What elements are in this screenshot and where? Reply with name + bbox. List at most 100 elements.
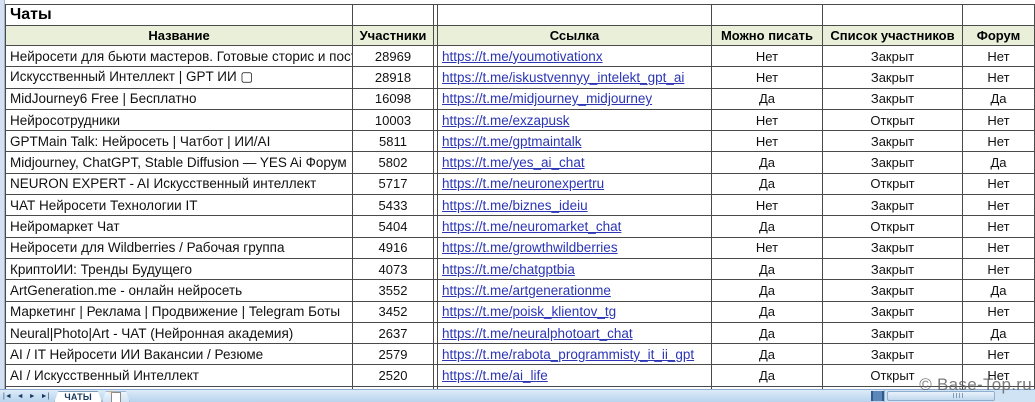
members-count-cell[interactable]: 5404: [352, 215, 434, 238]
chat-link[interactable]: https://t.me/ai_life: [442, 368, 548, 384]
member-list-cell[interactable]: Закрыт: [822, 236, 963, 259]
chat-name-cell[interactable]: Neural|Photo|Art - ЧАТ (Нейронная академ…: [5, 321, 353, 345]
member-list-cell[interactable]: Закрыт: [822, 130, 963, 153]
can-write-cell[interactable]: Да: [711, 364, 823, 387]
chat-link[interactable]: https://t.me/artgenerationme: [442, 282, 611, 298]
members-count-cell[interactable]: 4916: [352, 236, 434, 259]
member-list-cell[interactable]: Закрыт: [822, 151, 963, 174]
forum-cell[interactable]: Нет: [962, 172, 1035, 196]
chat-name-cell[interactable]: MidJourney6 Free | Бесплатно: [5, 87, 353, 110]
last-sheet-icon[interactable]: ►|: [40, 392, 50, 400]
chat-link[interactable]: https://t.me/neuronexpertru: [442, 176, 605, 192]
forum-cell[interactable]: Нет: [962, 66, 1035, 89]
members-count-cell[interactable]: 16098: [352, 87, 434, 110]
forum-cell[interactable]: Да: [962, 151, 1035, 174]
col-header-link[interactable]: Ссылка: [437, 25, 712, 46]
forum-cell[interactable]: Да: [962, 279, 1035, 302]
forum-cell[interactable]: Нет: [962, 194, 1035, 217]
chat-link[interactable]: https://t.me/midjourney_midjourney: [442, 91, 653, 107]
chat-name-cell[interactable]: Маркетинг | Реклама | Продвижение | Tele…: [5, 300, 353, 323]
chat-link[interactable]: https://t.me/chatgptbia: [442, 261, 575, 277]
next-sheet-icon[interactable]: ►: [28, 392, 36, 400]
member-list-cell[interactable]: Закрыт: [822, 44, 963, 68]
chat-link[interactable]: https://t.me/poisk_klientov_tg: [442, 304, 617, 320]
members-count-cell[interactable]: 2520: [352, 364, 434, 387]
chat-name-cell[interactable]: ArtGeneration.me - онлайн нейросеть: [5, 279, 353, 302]
can-write-cell[interactable]: Да: [711, 87, 823, 110]
members-count-cell[interactable]: 5433: [352, 194, 434, 217]
members-count-cell[interactable]: 2637: [352, 321, 434, 345]
chat-name-cell[interactable]: Нейросети для бьюти мастеров. Готовые ст…: [5, 44, 353, 68]
forum-cell[interactable]: Нет: [962, 236, 1035, 259]
members-count-cell[interactable]: 28969: [352, 44, 434, 68]
forum-cell[interactable]: Нет: [962, 44, 1035, 68]
member-list-cell[interactable]: Закрыт: [822, 279, 963, 302]
member-list-cell[interactable]: Открыт: [822, 108, 963, 132]
member-list-cell[interactable]: Открыт: [822, 364, 963, 387]
members-count-cell[interactable]: 2579: [352, 343, 434, 366]
member-list-cell[interactable]: Открыт: [822, 215, 963, 238]
chat-link[interactable]: https://t.me/neuralphotoart_chat: [442, 325, 633, 341]
tab-scroll-splitter[interactable]: [871, 391, 884, 401]
horizontal-scrollbar[interactable]: [884, 390, 1035, 402]
members-count-cell[interactable]: 5811: [352, 130, 434, 153]
chat-name-cell[interactable]: Нейромаркет Чат: [5, 215, 353, 238]
chat-link[interactable]: https://t.me/rabota_programmisty_it_ii_g…: [442, 346, 695, 362]
can-write-cell[interactable]: Да: [711, 300, 823, 323]
members-count-cell[interactable]: 28918: [352, 66, 434, 89]
col-header-forum[interactable]: Форум: [962, 25, 1035, 46]
sheet-tab-active[interactable]: ЧАТЫ: [54, 391, 101, 402]
chat-name-cell[interactable]: Нейросотрудники: [5, 108, 353, 132]
chat-name-cell[interactable]: GPTMain Talk: Нейросеть | Чатбот | ИИ/AI: [5, 130, 353, 153]
member-list-cell[interactable]: Закрыт: [822, 87, 963, 110]
forum-cell[interactable]: Нет: [962, 215, 1035, 238]
forum-cell[interactable]: Нет: [962, 300, 1035, 323]
chat-name-cell[interactable]: КриптоИИ: Тренды Будущего: [5, 257, 353, 281]
chat-name-cell[interactable]: Midjourney, ChatGPT, Stable Diffusion — …: [5, 151, 353, 174]
can-write-cell[interactable]: Да: [711, 343, 823, 366]
forum-cell[interactable]: Да: [962, 321, 1035, 345]
can-write-cell[interactable]: Нет: [711, 44, 823, 68]
chat-name-cell[interactable]: NEURON EXPERT - AI Искусственный интелле…: [5, 172, 353, 196]
members-count-cell[interactable]: 10003: [352, 108, 434, 132]
member-list-cell[interactable]: Закрыт: [822, 257, 963, 281]
prev-sheet-icon[interactable]: ◄: [16, 392, 24, 400]
first-sheet-icon[interactable]: |◄: [3, 392, 12, 400]
chat-name-cell[interactable]: AI / IT Нейросети ИИ Вакансии / Резюме: [5, 343, 353, 366]
can-write-cell[interactable]: Да: [711, 215, 823, 238]
forum-cell[interactable]: Нет: [962, 257, 1035, 281]
member-list-cell[interactable]: Закрыт: [822, 343, 963, 366]
chat-link[interactable]: https://t.me/gptmaintalk: [442, 133, 582, 149]
forum-cell[interactable]: Нет: [962, 343, 1035, 366]
col-header-member-list[interactable]: Список участников: [822, 25, 963, 46]
members-count-cell[interactable]: 3552: [352, 279, 434, 302]
can-write-cell[interactable]: Да: [711, 321, 823, 345]
can-write-cell[interactable]: Да: [711, 257, 823, 281]
members-count-cell[interactable]: 5802: [352, 151, 434, 174]
chat-link[interactable]: https://t.me/youmotivationx: [442, 48, 603, 64]
chat-name-cell[interactable]: AI / Искусственный Интеллект: [5, 364, 353, 387]
chat-link[interactable]: https://t.me/iskustvennyy_intelekt_gpt_a…: [442, 69, 685, 85]
chat-link[interactable]: https://t.me/neuromarket_chat: [442, 219, 622, 235]
chat-name-cell[interactable]: ЧАТ Нейросети Технологии IT: [5, 194, 353, 217]
can-write-cell[interactable]: Нет: [711, 130, 823, 153]
can-write-cell[interactable]: Нет: [711, 236, 823, 259]
col-header-name[interactable]: Название: [5, 25, 353, 46]
chat-name-cell[interactable]: Нейросети для Wildberries / Рабочая груп…: [5, 236, 353, 259]
chat-link[interactable]: https://t.me/yes_ai_chat: [442, 155, 585, 171]
can-write-cell[interactable]: Да: [711, 279, 823, 302]
chat-link[interactable]: https://t.me/biznes_ideiu: [442, 197, 588, 213]
forum-cell[interactable]: Нет: [962, 130, 1035, 153]
can-write-cell[interactable]: Нет: [711, 194, 823, 217]
members-count-cell[interactable]: 4073: [352, 257, 434, 281]
col-header-members[interactable]: Участники: [352, 25, 434, 46]
forum-cell[interactable]: Да: [962, 87, 1035, 110]
members-count-cell[interactable]: 5717: [352, 172, 434, 196]
members-count-cell[interactable]: 3452: [352, 300, 434, 323]
can-write-cell[interactable]: Нет: [711, 108, 823, 132]
member-list-cell[interactable]: Закрыт: [822, 194, 963, 217]
can-write-cell[interactable]: Да: [711, 172, 823, 196]
member-list-cell[interactable]: Открыт: [822, 172, 963, 196]
forum-cell[interactable]: Нет: [962, 108, 1035, 132]
insert-sheet-tab[interactable]: [102, 391, 130, 402]
